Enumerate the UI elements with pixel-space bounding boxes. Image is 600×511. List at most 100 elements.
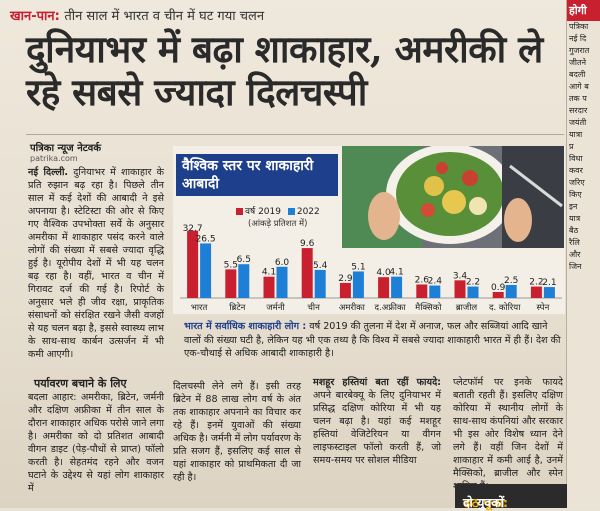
bar-2022-0 (200, 243, 212, 298)
caption-lead: भारत में सर्वाधिक शाकाहारी लोग : (184, 321, 307, 332)
chart-legend: वर्ष 2019 2022 (232, 204, 320, 217)
adjacent-column: होगी पत्रिका नई दि गुजरात जीतने बदली आगे ब तक … (566, 0, 600, 508)
legend-swatch-2022 (287, 208, 295, 215)
bar-2019-3 (301, 248, 313, 298)
adjacent-column-line: नई दि (569, 34, 587, 43)
article-column-1b: बदला आहार: अमरीका, ब्रिटेन, जर्मनी और दक… (28, 392, 164, 494)
salad-photo (342, 146, 564, 248)
bar-value-label: 2.5 (504, 276, 518, 286)
divider (26, 134, 564, 135)
adjacent-column-line: बैठ (569, 226, 579, 235)
bar-2019-5 (378, 277, 390, 298)
bar-2022-4 (352, 271, 364, 298)
bar-2019-2 (263, 276, 275, 298)
dateline: नई दिल्ली. (28, 167, 69, 178)
legend-swatch-2019 (236, 208, 243, 215)
adjacent-column-line: कवर (569, 166, 583, 175)
bar-value-label: 2.9 (338, 274, 353, 284)
bar-2019-8 (492, 292, 504, 298)
adjacent-column-line: आगे ब (569, 82, 589, 91)
adjacent-column-line: बदली (569, 70, 586, 79)
bar-2022-9 (543, 287, 555, 298)
adjacent-column-line: तक प (569, 94, 587, 103)
bar-value-label: 2.1 (542, 278, 556, 288)
adjacent-column-line: पत्रिका (569, 22, 589, 31)
bar-value-label: 3.4 (453, 271, 468, 281)
bar-value-label: 5.4 (313, 261, 328, 271)
adjacent-column-line: रैलि (569, 238, 580, 247)
bar-2019-0 (187, 230, 199, 298)
bar-value-label: 6.5 (237, 255, 251, 265)
adjacent-column-line: किए (569, 190, 582, 199)
article-column-2: दिलचस्पी लेने लगे हैं। इसी तरह ब्रिटेन म… (173, 381, 301, 483)
bar-value-label: 2.2 (466, 278, 480, 288)
kicker-text: तीन साल में भारत व चीन में घट गया चलन (64, 9, 265, 24)
bar-value-label: 6.0 (275, 258, 290, 268)
adjacent-column-line: यात्रा (569, 130, 583, 139)
kicker-category: खान-पान (10, 9, 55, 24)
adjacent-column-line: जयंती (569, 118, 587, 127)
headline: दुनियाभर में बढ़ा शाकाहार, अमरीकी ले रहे… (26, 27, 543, 114)
legend-label-2022: 2022 (296, 207, 320, 217)
column3-text: अपने बारबेक्यू के लिए दुनियाभर में प्रसि… (313, 390, 441, 466)
subheading: पर्यावरण बचाने के लिए (34, 377, 127, 390)
bar-value-label: 2.2 (529, 278, 543, 288)
bar-2019-7 (454, 280, 466, 298)
adjacent-column-line: प्र (569, 142, 574, 151)
category-label: चीन (308, 302, 321, 313)
adjacent-column-line: इन (569, 202, 578, 211)
adjacent-column-line: यात्र (569, 214, 581, 223)
adjacent-column-text: पत्रिका नई दि गुजरात जीतने बदली आगे ब तक प सरदा… (567, 21, 600, 273)
caption-text: वर्ष 2019 की तुलना में देश में अनाज, फल … (184, 321, 561, 359)
adjacent-column-line: विधा (569, 154, 583, 163)
bar-value-label: 5.1 (351, 262, 365, 272)
category-label: अमरीका (339, 302, 366, 313)
bar-value-label: 26.5 (196, 234, 216, 244)
bar-value-label: 2.6 (415, 275, 430, 285)
bar-chart: 32.726.5भारत5.56.5ब्रिटेन4.16.0जर्मनी9.6… (180, 224, 562, 313)
chart-unit-note: (आंकड़े प्रतिशत में) (248, 219, 308, 229)
bar-2022-6 (429, 285, 441, 298)
graphic-title: वैश्विक स्तर पर शाकाहारी आबादी (176, 154, 338, 196)
adjacent-column-line: सरदार (569, 106, 588, 115)
adjacent-column-line: गुजरात (569, 46, 590, 55)
bar-2022-1 (238, 264, 250, 298)
kicker-separator: : (54, 9, 60, 24)
article-column-4: प्लेटफॉर्म पर इनके फायदे बताती रहती हैं।… (453, 377, 563, 492)
adjacent-column-line: और (569, 250, 581, 259)
column3-lead: मशहूर हस्तियां बता रहीं फायदे: (313, 377, 441, 388)
adjacent-column-title: होगी (567, 0, 600, 21)
adjacent-column-line: जिन (569, 262, 582, 271)
next-story-teaser: छठ पूजा: दो युवकों (455, 484, 567, 510)
category-label: ब्रिटेन (229, 302, 245, 313)
bar-2022-7 (467, 286, 479, 298)
article-column-1: नई दिल्ली. दुनियाभर में शाकाहार के प्रति… (28, 166, 164, 361)
bar-value-label: 5.5 (224, 260, 238, 270)
bar-value-label: 4.1 (262, 268, 276, 278)
bar-2022-8 (505, 285, 517, 298)
bar-value-label: 4.0 (376, 268, 391, 278)
category-label: स्पेन (536, 302, 549, 313)
bar-value-label: 32.7 (183, 224, 203, 234)
category-label: द.अफ्रीका (374, 302, 406, 313)
bar-value-label: 2.4 (428, 277, 443, 287)
adjacent-column-line: जीतने (569, 58, 587, 67)
bar-2022-5 (391, 276, 403, 298)
bar-2019-4 (339, 282, 351, 298)
byline-site: patrika.com (30, 154, 78, 163)
bar-2019-1 (225, 269, 237, 298)
teaser-highlight: छठ पूजा: (463, 495, 508, 510)
adjacent-column-line: जरिए (569, 178, 585, 187)
teaser-text: दो युवकों (463, 495, 505, 510)
bar-2019-9 (530, 286, 542, 298)
bar-value-label: 4.1 (389, 268, 403, 278)
article-text: दुनियाभर में शाकाहार के प्रति रुझान बढ़ … (28, 167, 164, 360)
kicker: खान-पान: तीन साल में भारत व चीन में घट ग… (10, 6, 264, 24)
byline-agency: पत्रिका न्यूज नेटवर्क (30, 143, 102, 154)
bar-2022-3 (314, 269, 326, 298)
legend-label-2019: वर्ष 2019 (245, 207, 281, 217)
bar-value-label: 9.6 (300, 239, 315, 249)
bar-2019-6 (416, 284, 428, 298)
category-label: द. कोरिया (489, 302, 521, 313)
bar-2022-2 (276, 266, 288, 298)
